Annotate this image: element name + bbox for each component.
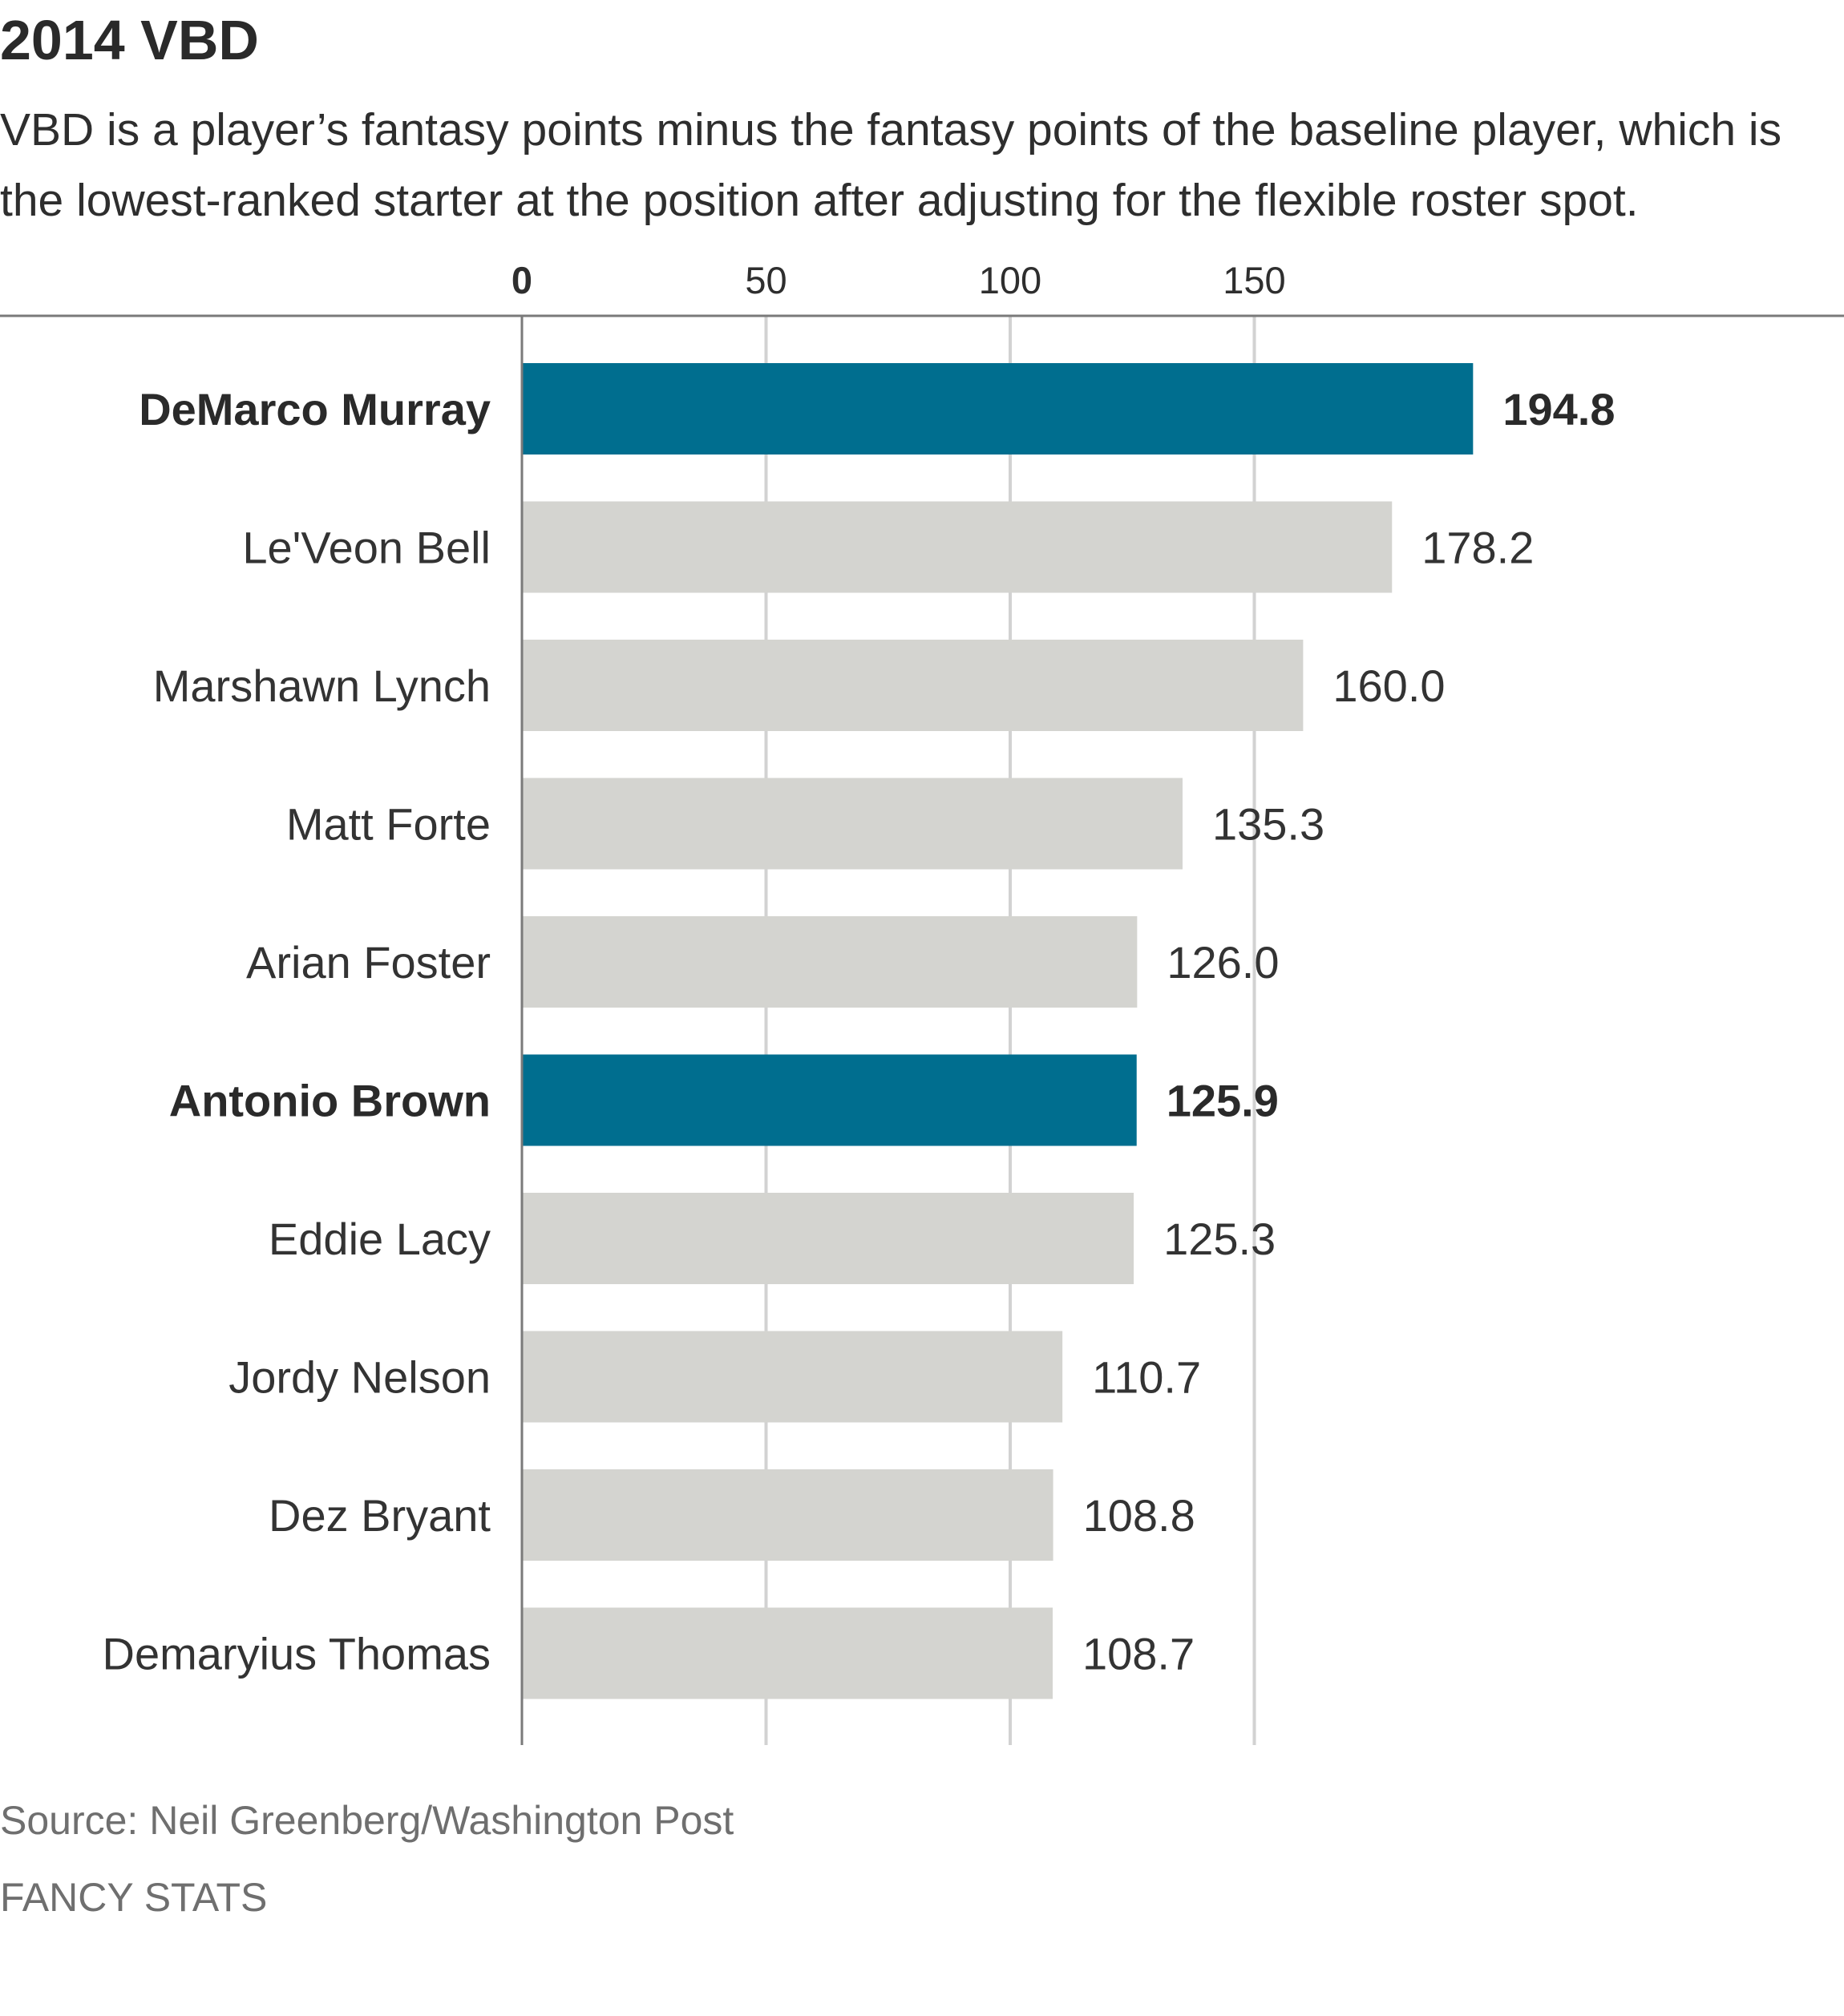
bar: [522, 916, 1138, 1008]
x-axis-ticks: 0 50 100 150: [512, 259, 1286, 301]
bar: [522, 1054, 1137, 1146]
x-tick-label: 50: [745, 259, 787, 301]
bar: [522, 1331, 1063, 1423]
category-label: Arian Foster: [246, 937, 491, 988]
bar: [522, 1469, 1053, 1561]
value-label: 135.3: [1212, 799, 1324, 850]
bar: [522, 363, 1474, 455]
bar-chart: 0 50 100 150 DeMarco Murray 194.8 Le'Veon Bel…: [0, 259, 1844, 1745]
value-label: 160.0: [1332, 661, 1445, 711]
bar: [522, 640, 1304, 731]
category-label: Matt Forte: [286, 799, 491, 850]
source-note: Source: Neil Greenberg/Washington Post: [0, 1798, 734, 1843]
bar: [522, 1607, 1053, 1699]
category-label: Eddie Lacy: [269, 1214, 491, 1264]
category-label: DeMarco Murray: [139, 384, 491, 434]
x-tick-label: 100: [979, 259, 1041, 301]
category-label: Dez Bryant: [269, 1490, 491, 1541]
bar: [522, 778, 1183, 870]
category-label: Demaryius Thomas: [103, 1629, 491, 1679]
bars: DeMarco Murray 194.8 Le'Veon Bell 178.2 Mars…: [103, 363, 1615, 1699]
value-label: 110.7: [1092, 1352, 1201, 1403]
value-label: 108.8: [1083, 1490, 1195, 1541]
chart-subtitle: VBD is a player’s fantasy points minus t…: [0, 104, 1782, 226]
value-label: 125.3: [1163, 1214, 1276, 1264]
bar: [522, 1193, 1134, 1284]
category-label: Marshawn Lynch: [153, 661, 491, 711]
bar: [522, 501, 1393, 593]
axes: [0, 314, 1844, 1745]
brand-label: FANCY STATS: [0, 1875, 268, 1920]
value-label: 194.8: [1502, 384, 1615, 434]
value-label: 125.9: [1167, 1076, 1279, 1126]
category-label: Jordy Nelson: [228, 1352, 491, 1403]
value-label: 126.0: [1167, 937, 1279, 988]
value-label: 178.2: [1421, 523, 1534, 573]
category-label: Le'Veon Bell: [242, 523, 491, 573]
category-label: Antonio Brown: [169, 1076, 491, 1126]
x-tick-label: 150: [1223, 259, 1285, 301]
value-label: 108.7: [1082, 1629, 1195, 1679]
chart-title: 2014 VBD: [0, 9, 259, 71]
x-tick-label: 0: [512, 259, 532, 301]
